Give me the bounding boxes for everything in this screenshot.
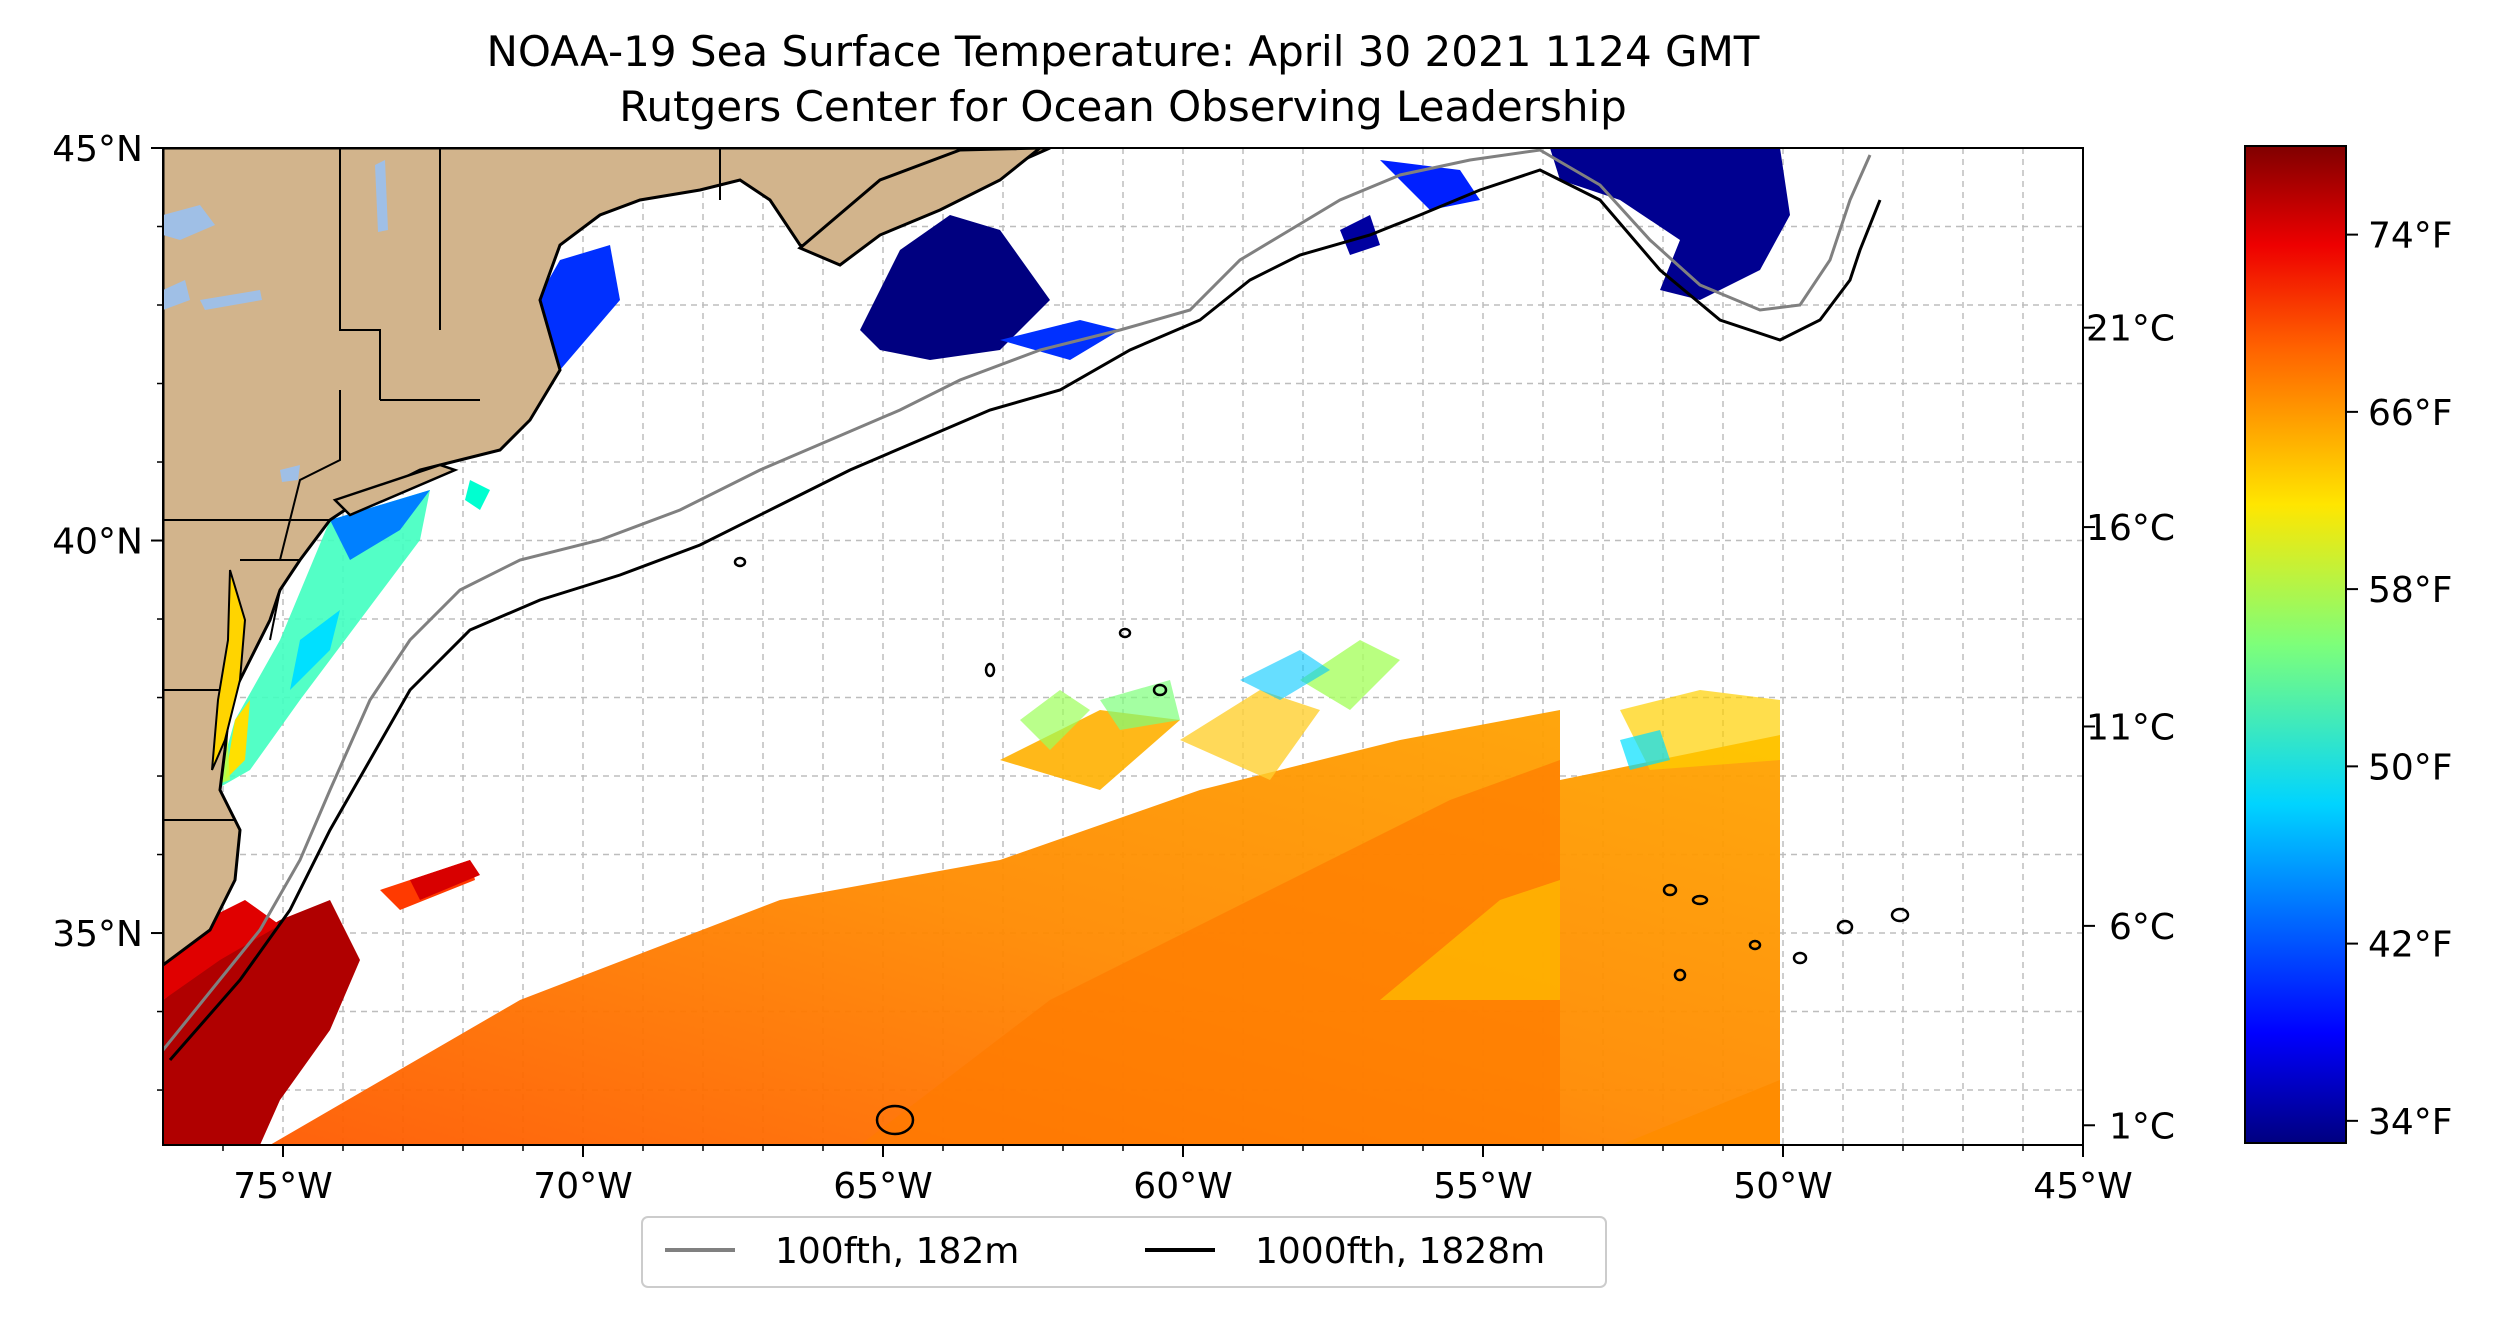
colorbar-f-label: 42°F xyxy=(2368,925,2453,966)
lon-tick-label: 60°W xyxy=(1133,1166,1232,1207)
colorbar-f-label: 74°F xyxy=(2368,216,2453,257)
warm-sst-region xyxy=(270,640,1780,1145)
legend-box xyxy=(641,1216,1607,1288)
gulf-stream-warm-region xyxy=(163,860,480,1145)
legend-label-1000fth: 1000fth, 1828m xyxy=(1255,1231,1545,1272)
lon-tick-label: 70°W xyxy=(533,1166,632,1207)
lon-tick-label: 50°W xyxy=(1733,1166,1832,1207)
lakes xyxy=(163,160,388,482)
map-title: NOAA-19 Sea Surface Temperature: April 3… xyxy=(487,27,1760,76)
map-area xyxy=(163,148,2083,1145)
colorbar-gradient xyxy=(2244,145,2347,1144)
colorbar-f-label: 34°F xyxy=(2368,1102,2453,1143)
colorbar-c-label: 21°C xyxy=(2086,309,2175,350)
colorbar-c-label: 1°C xyxy=(2109,1106,2175,1147)
lon-tick-label: 75°W xyxy=(233,1166,332,1207)
longitude-ticks: 75°W 70°W 65°W 60°W 55°W 50°W 45°W xyxy=(222,1145,2133,1207)
seamounts xyxy=(733,556,1910,1136)
map-subtitle: Rutgers Center for Ocean Observing Leade… xyxy=(619,82,1627,131)
lat-tick-label: 40°N xyxy=(52,522,143,563)
colorbar-c-label: 16°C xyxy=(2086,508,2175,549)
colorbar-f-label: 50°F xyxy=(2368,747,2453,788)
contour-1000fth xyxy=(168,168,1882,1061)
lon-tick-label: 65°W xyxy=(833,1166,932,1207)
lat-tick-label: 35°N xyxy=(52,914,143,955)
latitude-ticks: 45°N 40°N 35°N xyxy=(52,129,163,1091)
contour-100fth xyxy=(163,148,1872,1051)
legend-label-100fth: 100fth, 182m xyxy=(775,1231,1019,1272)
colorbar: 21°C 16°C 11°C 6°C 1°C 74°F 66°F 58°F 50°F 42°F 3… xyxy=(2083,145,2453,1147)
lon-tick-label: 45°W xyxy=(2033,1166,2132,1207)
colorbar-c-label: 6°C xyxy=(2109,907,2175,948)
cold-northern-region xyxy=(520,148,1790,370)
lon-tick-label: 55°W xyxy=(1433,1166,1532,1207)
colorbar-fahrenheit-axis: 74°F 66°F 58°F 50°F 42°F 34°F xyxy=(2346,216,2453,1143)
contour-legend: 100fth, 182m 1000fth, 1828m xyxy=(641,1216,1607,1288)
colorbar-f-label: 58°F xyxy=(2368,570,2453,611)
colorbar-f-label: 66°F xyxy=(2368,393,2453,434)
lat-tick-label: 45°N xyxy=(52,129,143,170)
chesapeake-bay xyxy=(211,569,247,771)
colorbar-c-label: 11°C xyxy=(2086,707,2175,748)
land xyxy=(163,148,1051,967)
colorbar-celsius-axis: 21°C 16°C 11°C 6°C 1°C xyxy=(2083,309,2175,1147)
